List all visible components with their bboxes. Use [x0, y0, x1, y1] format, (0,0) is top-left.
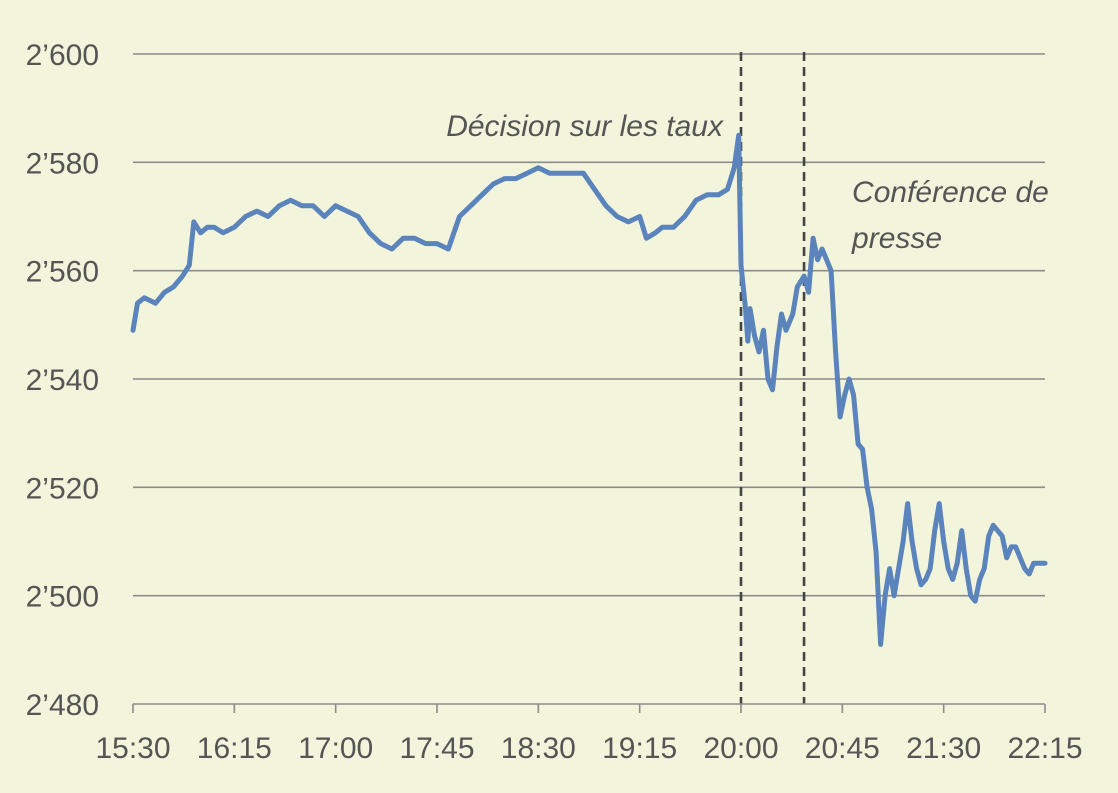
x-tick-label: 18:30 [501, 732, 576, 765]
x-tick-label: 20:00 [703, 732, 778, 765]
series-layer [130, 132, 1048, 647]
annotation-press-conference: presse [851, 222, 942, 255]
x-tick-label: 21:30 [906, 732, 981, 765]
y-tick-label: 2’540 [26, 364, 99, 397]
y-tick-label: 2’600 [26, 39, 99, 72]
annotation-press-conference: Conférence de [852, 176, 1049, 209]
annotation-rate-decision: Décision sur les taux [446, 110, 724, 143]
annotations: Décision sur les taux Conférence de presse [446, 110, 1049, 255]
x-tick-label: 15:30 [95, 732, 170, 765]
x-tick-label: 16:15 [197, 732, 272, 765]
y-tick-label: 2’500 [26, 581, 99, 614]
x-tick-label: 19:15 [602, 732, 677, 765]
axes: 2’480 2’500 2’520 2’540 2’560 2’580 2’600 15:30… [26, 39, 1083, 765]
y-tick-label: 2’580 [26, 147, 99, 180]
x-tick-label: 17:45 [399, 732, 474, 765]
y-tick-label: 2’480 [26, 689, 99, 722]
x-tick-label: 17:00 [298, 732, 373, 765]
y-tick-label: 2’520 [26, 472, 99, 505]
x-tick-label: 20:45 [805, 732, 880, 765]
y-tick-label: 2’560 [26, 256, 99, 289]
x-tick-label: 22:15 [1007, 732, 1082, 765]
price-line [130, 132, 1048, 647]
